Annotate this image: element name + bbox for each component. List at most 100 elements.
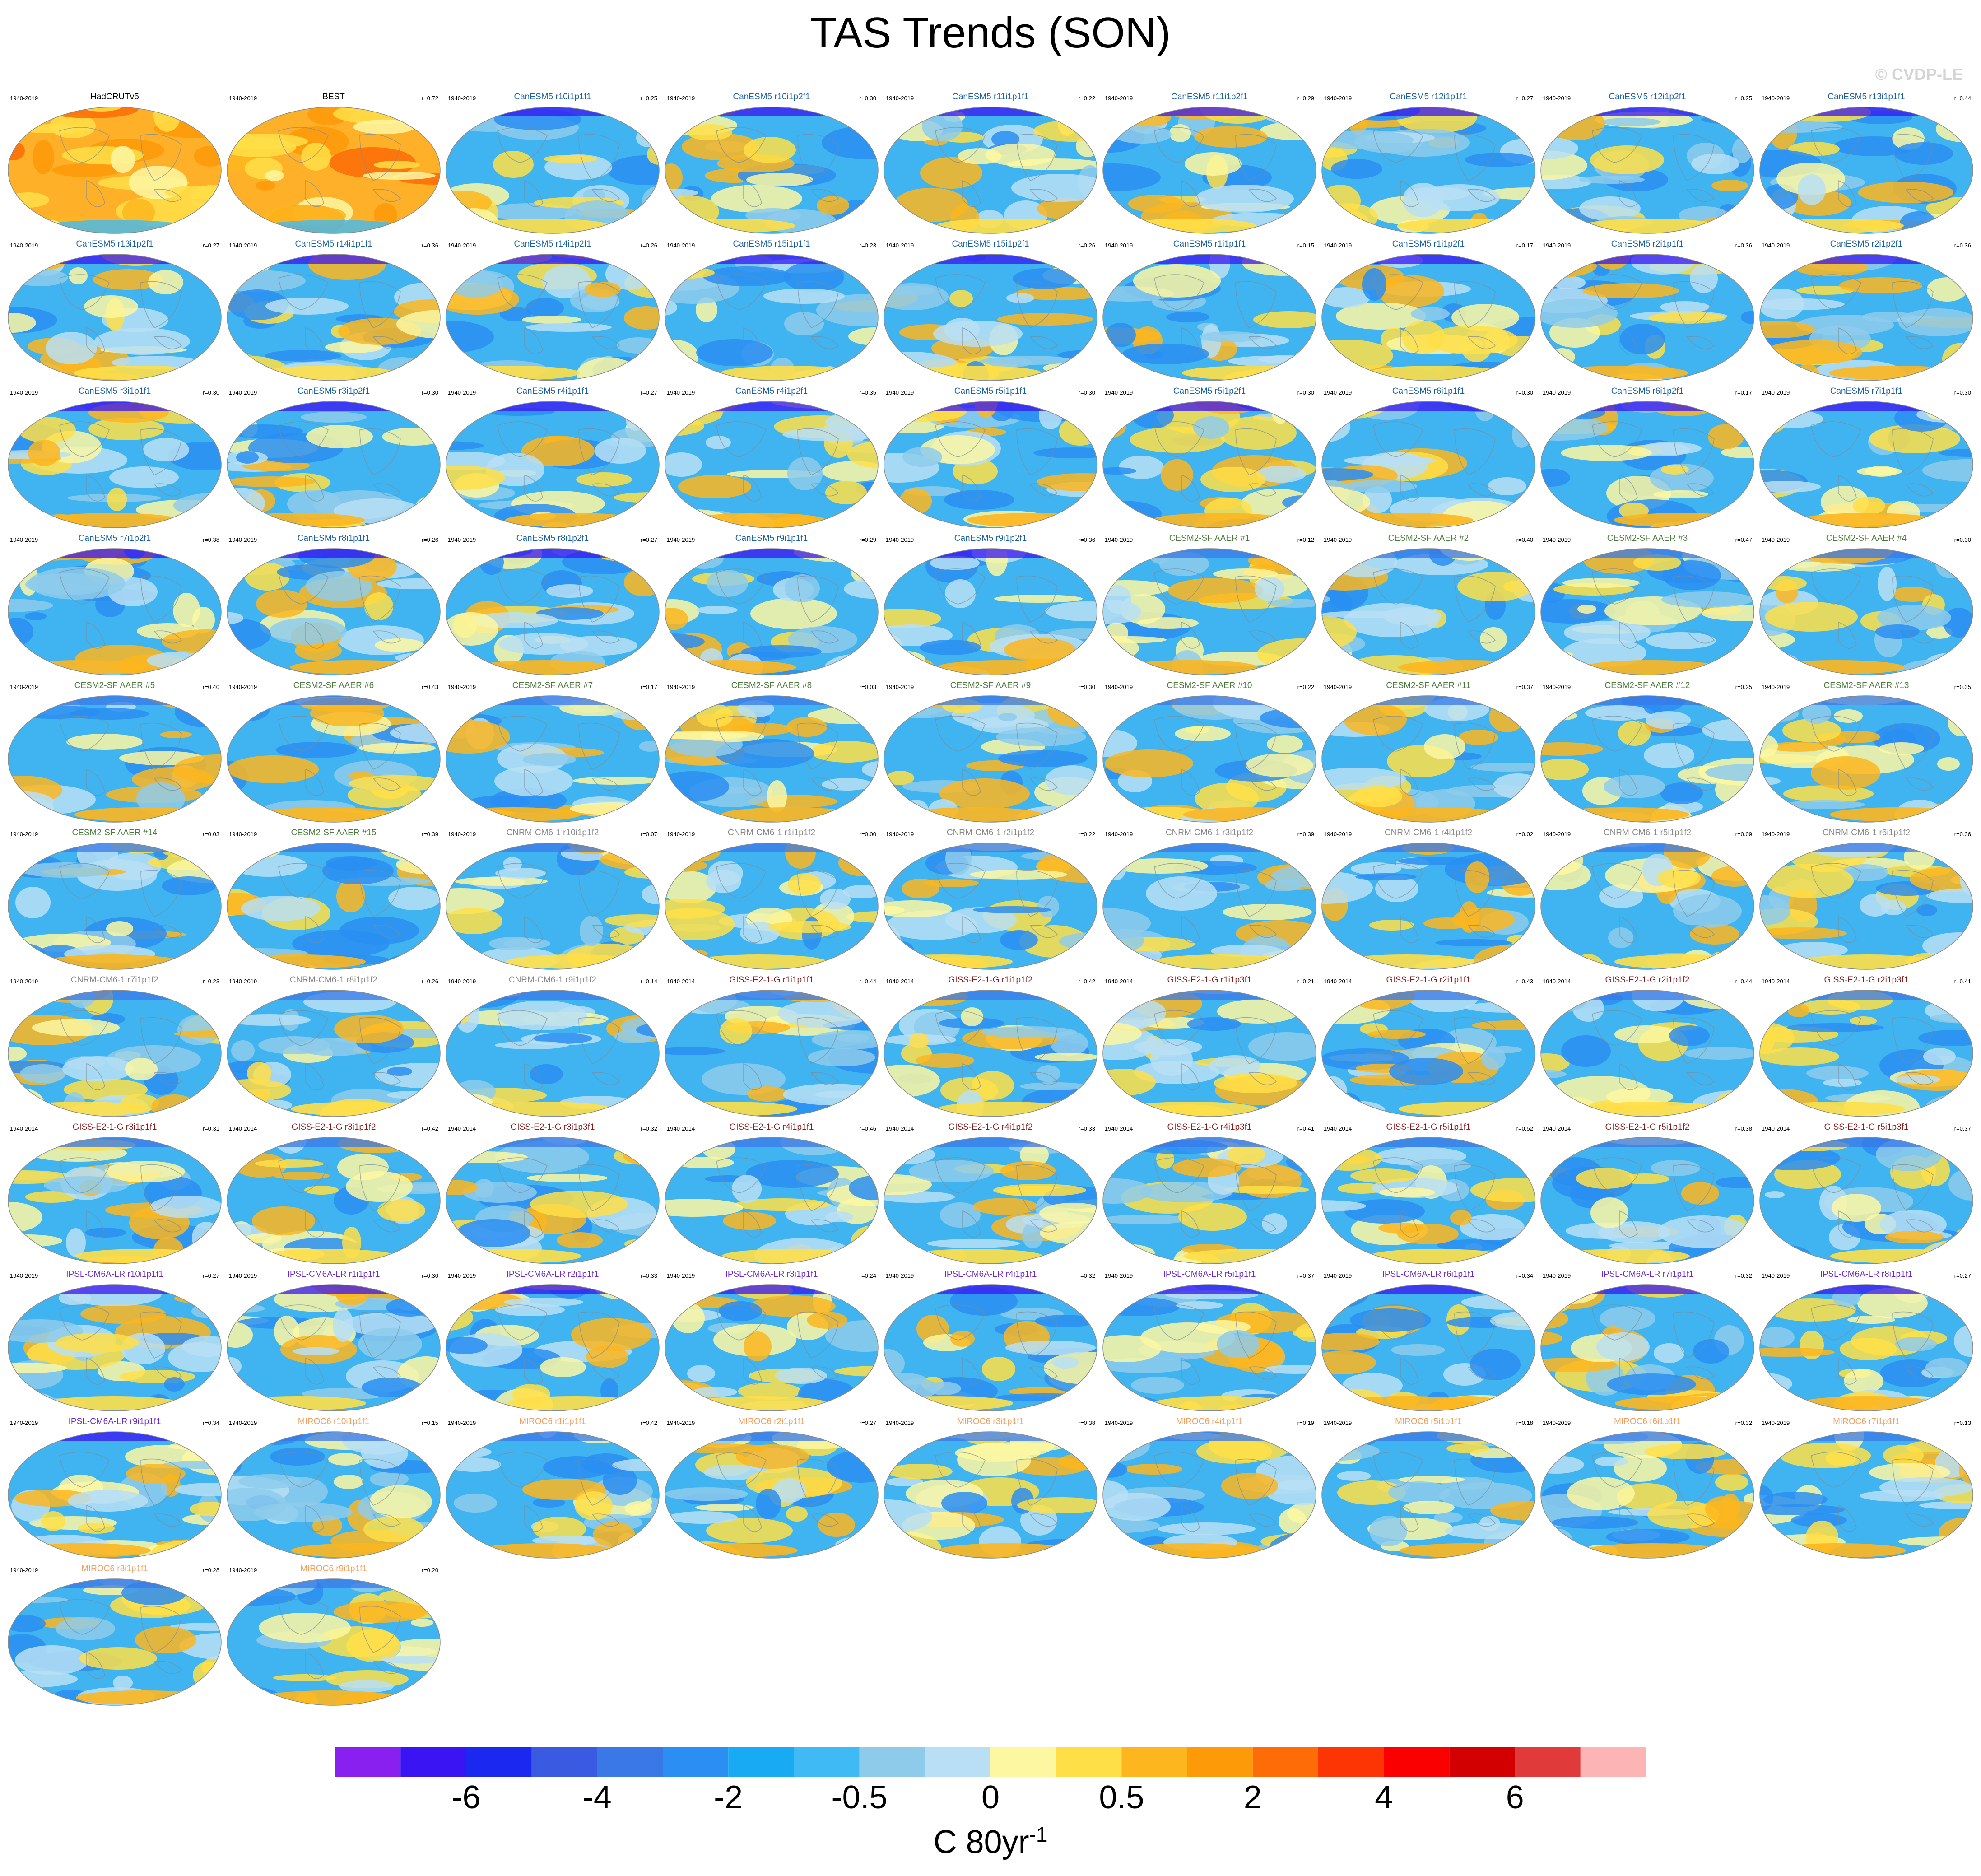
map-panel: 1940-2019 CESM2-SF AAER #5 r=0.40	[5, 679, 224, 825]
map-globe	[665, 107, 879, 234]
map-globe	[1102, 990, 1316, 1117]
map-globe	[884, 107, 1097, 234]
panel-title: CNRM-CM6-1 r9i1p1f2	[508, 975, 597, 985]
map-panel: 1940-2019 MIROC6 r8i1p1f1 r=0.28	[5, 1562, 224, 1708]
map-panel: 1940-2019 MIROC6 r7i1p1f1 r=0.13	[1757, 1415, 1976, 1561]
panel-title: CNRM-CM6-1 r8i1p1f2	[289, 975, 378, 985]
panel-years: 1940-2019	[886, 242, 914, 249]
map-panel: 1940-2019 CanESM5 r6i1p1f1 r=0.30	[1319, 385, 1538, 531]
map-panel: 1940-2019 CanESM5 r13i1p2f1 r=0.27	[5, 237, 224, 384]
map-globe	[1540, 1284, 1754, 1411]
units-base: C 80yr	[933, 1824, 1029, 1860]
panel-years: 1940-2019	[886, 536, 914, 543]
panel-years: 1940-2019	[10, 389, 38, 396]
panel-correlation: r=0.34	[1516, 1272, 1533, 1279]
panel-correlation: r=0.03	[859, 684, 876, 690]
map-panel: 1940-2019 CanESM5 r15i1p2f1 r=0.26	[881, 237, 1100, 384]
map-globe	[227, 254, 441, 381]
panel-title: CanESM5 r8i1p2f1	[516, 534, 589, 543]
map-globe	[446, 254, 660, 381]
map-globe	[1540, 107, 1754, 234]
map-globe	[227, 107, 441, 234]
map-globe	[446, 990, 660, 1117]
map-globe	[1321, 1284, 1535, 1411]
map-panel: 1940-2019 MIROC6 r4i1p1f1 r=0.19	[1100, 1415, 1319, 1561]
map-globe	[1321, 1137, 1535, 1264]
panel-title: IPSL-CM6A-LR r9i1p1f1	[68, 1417, 161, 1426]
map-globe	[8, 695, 222, 823]
colorbar-swatch	[1056, 1747, 1122, 1777]
panel-correlation: r=0.30	[1954, 536, 1971, 543]
map-panel: 1940-2014 GISS-E2-1-G r4i1p3f1 r=0.41	[1100, 1121, 1319, 1267]
panel-years: 1940-2019	[448, 831, 476, 838]
colorbar	[335, 1747, 1646, 1777]
panel-correlation: r=0.26	[640, 242, 657, 249]
map-panel: 1940-2014 GISS-E2-1-G r4i1p1f1 r=0.46	[662, 1121, 881, 1267]
panel-title: CanESM5 r15i1p2f1	[952, 239, 1029, 249]
map-panel: 1940-2019 MIROC6 r10i1p1f1 r=0.15	[224, 1415, 443, 1561]
panel-title: CanESM5 r1i1p1f1	[1173, 239, 1246, 249]
panel-years: 1940-2019	[1543, 242, 1571, 249]
panel-title: CanESM5 r4i1p1f1	[516, 386, 589, 396]
map-panel: 1940-2019 CESM2-SF AAER #13 r=0.35	[1757, 679, 1976, 825]
panel-title: CNRM-CM6-1 r7i1p1f2	[70, 975, 159, 985]
colorbar-tick-label: -2	[714, 1779, 743, 1815]
panel-title: CanESM5 r5i1p1f1	[954, 386, 1027, 396]
map-globe	[665, 1137, 879, 1264]
panel-correlation: r=0.40	[1516, 536, 1533, 543]
panel-years: 1940-2014	[886, 1125, 914, 1132]
panel-title: CESM2-SF AAER #8	[731, 681, 812, 690]
panel-title: CanESM5 r8i1p1f1	[297, 534, 370, 543]
map-globe	[1759, 107, 1973, 234]
panel-title: CNRM-CM6-1 r3i1p1f2	[1165, 828, 1254, 838]
map-globe	[1540, 1137, 1754, 1264]
map-panel: 1940-2019 CanESM5 r14i1p1f1 r=0.36	[224, 237, 443, 384]
map-globe	[884, 695, 1097, 823]
map-globe	[227, 990, 441, 1117]
panel-years: 1940-2019	[10, 684, 38, 690]
map-panel: 1940-2019 CanESM5 r1i1p2f1 r=0.17	[1319, 237, 1538, 384]
map-panel: 1940-2019 CanESM5 r4i1p2f1 r=0.35	[662, 385, 881, 531]
panel-correlation: r=0.47	[1735, 536, 1752, 543]
map-panel: 1940-2019 CanESM5 r1i1p1f1 r=0.15	[1100, 237, 1319, 384]
panel-title: GISS-E2-1-G r1i1p1f1	[729, 975, 814, 985]
panel-correlation: r=0.35	[859, 389, 876, 396]
map-panel: 1940-2019 CESM2-SF AAER #14 r=0.03	[5, 826, 224, 973]
colorbar-swatch	[1449, 1747, 1515, 1777]
map-globe	[8, 107, 222, 234]
map-globe	[1540, 401, 1754, 528]
map-panel: 1940-2014 GISS-E2-1-G r3i1p3f1 r=0.32	[443, 1121, 662, 1267]
map-panel: 1940-2014 GISS-E2-1-G r3i1p1f2 r=0.42	[224, 1121, 443, 1267]
panel-years: 1940-2019	[1762, 684, 1790, 690]
map-panel: 1940-2019 CESM2-SF AAER #15 r=0.39	[224, 826, 443, 973]
panel-correlation: r=0.41	[1297, 1125, 1314, 1132]
panel-title: BEST	[322, 92, 345, 102]
map-panel: 1940-2019 CESM2-SF AAER #7 r=0.17	[443, 679, 662, 825]
map-globe	[1102, 107, 1316, 234]
panel-title: MIROC6 r10i1p1f1	[298, 1417, 370, 1426]
panel-title: CanESM5 r10i1p1f1	[514, 92, 591, 102]
map-panel: 1940-2019 MIROC6 r9i1p1f1 r=0.20	[224, 1562, 443, 1708]
panel-title: CESM2-SF AAER #4	[1826, 534, 1907, 543]
map-panel: 1940-2019 CanESM5 r9i1p1f1 r=0.29	[662, 532, 881, 678]
panel-years: 1940-2019	[10, 242, 38, 249]
panel-title: GISS-E2-1-G r5i1p1f2	[1605, 1122, 1690, 1132]
map-panel: 1940-2019 CanESM5 r12i1p2f1 r=0.25	[1538, 90, 1757, 237]
panel-title: GISS-E2-1-G r1i1p1f2	[948, 975, 1033, 985]
panel-years: 1940-2019	[229, 242, 257, 249]
panel-years: 1940-2019	[667, 831, 695, 838]
panel-correlation: r=0.27	[859, 1420, 876, 1426]
panel-years: 1940-2019	[1105, 1420, 1133, 1426]
panel-correlation: r=0.30	[421, 1272, 438, 1279]
map-panel: 1940-2019 CanESM5 r4i1p1f1 r=0.27	[443, 385, 662, 531]
panel-title: CanESM5 r9i1p2f1	[954, 534, 1027, 543]
panel-correlation: r=0.37	[1954, 1125, 1971, 1132]
map-panel: 1940-2019 IPSL-CM6A-LR r2i1p1f1 r=0.33	[443, 1268, 662, 1414]
panel-title: CanESM5 r12i1p2f1	[1609, 92, 1686, 102]
panel-title: CanESM5 r6i1p1f1	[1392, 386, 1465, 396]
map-panel: 1940-2019 CESM2-SF AAER #12 r=0.25	[1538, 679, 1757, 825]
colorbar-swatch	[728, 1747, 794, 1777]
panel-title: MIROC6 r6i1p1f1	[1614, 1417, 1681, 1426]
map-panel: 1940-2019 BEST r=0.72	[224, 90, 443, 237]
panel-years: 1940-2019	[1324, 242, 1352, 249]
